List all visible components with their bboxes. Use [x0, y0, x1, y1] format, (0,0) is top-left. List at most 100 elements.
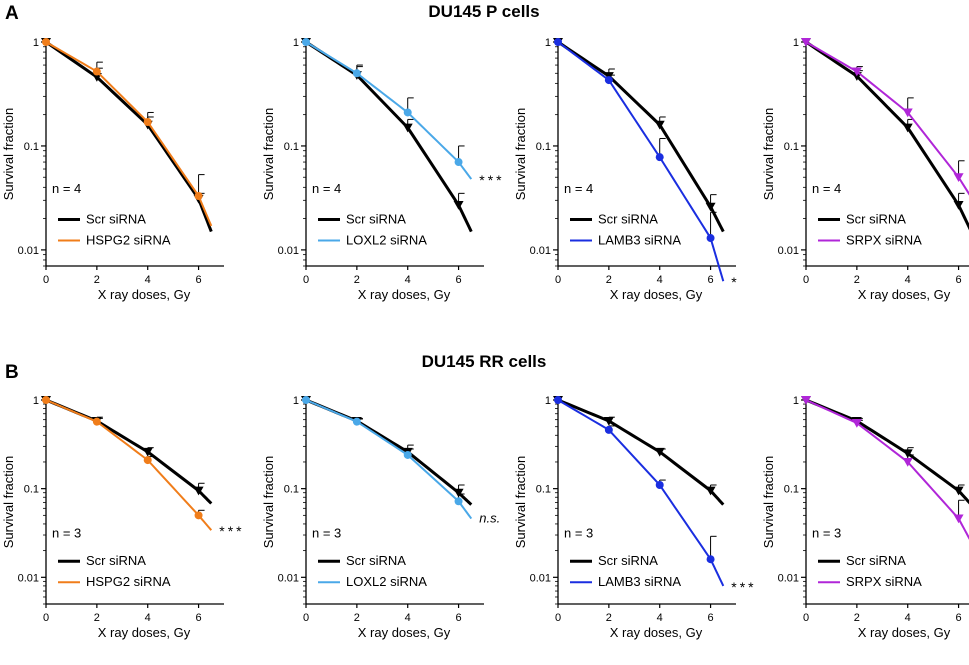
y-tick-label: 0.01: [778, 245, 799, 257]
significance-label: ***: [731, 579, 756, 595]
x-tick-label: 4: [145, 274, 151, 286]
legend-label: Scr siRNA: [346, 553, 406, 568]
x-tick-label: 4: [657, 612, 663, 624]
y-axis-title: Survival fraction: [261, 456, 276, 548]
x-axis-title: X ray doses, Gy: [358, 287, 451, 302]
x-tick-label: 2: [354, 612, 360, 624]
y-tick-label: 0.1: [24, 484, 39, 496]
y-tick-label: 0.1: [24, 141, 39, 153]
data-point: [655, 153, 664, 162]
series-hspg2-sirna: [42, 38, 213, 227]
n-label: n = 3: [312, 526, 341, 541]
x-tick-label: 6: [956, 274, 962, 286]
x-axis-title: X ray doses, Gy: [610, 625, 703, 640]
data-point: [604, 76, 613, 85]
data-point: [554, 38, 562, 46]
data-point: [604, 425, 613, 434]
y-tick-label: 0.1: [284, 141, 299, 153]
series-scr-sirna: [553, 396, 725, 506]
x-axis-title: X ray doses, Gy: [610, 287, 703, 302]
panel-letter: A: [5, 3, 19, 24]
x-tick-label: 0: [555, 612, 561, 624]
series-scr-sirna: [41, 396, 213, 505]
data-point: [554, 396, 562, 404]
data-point: [902, 449, 913, 459]
data-point: [302, 396, 310, 404]
y-tick-label: 0.01: [778, 572, 799, 584]
data-point: [706, 234, 715, 243]
fit-curve: [305, 399, 473, 520]
data-point: [801, 38, 811, 47]
data-point: [142, 447, 153, 457]
series-lamb3-sirna: [554, 38, 725, 282]
n-label: n = 4: [312, 181, 341, 196]
x-tick-label: 4: [145, 612, 151, 624]
chart-a4: 1 0.1 0.01 0 2 4 6 Survival fraction X ray doses…: [761, 37, 969, 302]
data-point: [654, 447, 665, 457]
series-hspg2-sirna: [42, 396, 213, 531]
y-tick-label: 1: [33, 37, 39, 49]
series-scr-sirna: [801, 38, 969, 231]
fit-curve: [557, 40, 725, 233]
x-tick-label: 6: [956, 612, 962, 624]
y-axis-title: Survival fraction: [1, 108, 16, 200]
series-lamb3-sirna: [554, 396, 725, 587]
panel-row-a: A DU145 P cells 1 0.1 0.01 0 2 4 6 Survival fract…: [1, 2, 969, 302]
data-point: [705, 486, 716, 496]
x-tick-label: 2: [94, 612, 100, 624]
data-point: [953, 173, 964, 182]
x-tick-label: 0: [803, 274, 809, 286]
legend-label: Scr siRNA: [598, 211, 658, 226]
x-tick-label: 0: [555, 274, 561, 286]
data-point: [654, 120, 665, 130]
x-tick-label: 2: [94, 274, 100, 286]
legend-label: HSPG2 siRNA: [86, 232, 171, 247]
n-label: n = 3: [52, 526, 81, 541]
legend-label: Scr siRNA: [86, 553, 146, 568]
n-label: n = 4: [52, 181, 81, 196]
x-tick-label: 6: [196, 612, 202, 624]
y-tick-label: 1: [545, 37, 551, 49]
row-title: DU145 RR cells: [422, 352, 547, 371]
x-axis-title: X ray doses, Gy: [98, 287, 191, 302]
x-tick-label: 4: [657, 274, 663, 286]
legend-label: SRPX siRNA: [846, 574, 922, 589]
y-tick-label: 0.1: [784, 484, 799, 496]
x-tick-label: 0: [43, 274, 49, 286]
data-point: [706, 555, 715, 564]
fit-curve: [45, 40, 213, 233]
y-tick-label: 1: [545, 395, 551, 407]
y-tick-label: 1: [793, 37, 799, 49]
data-point: [953, 514, 964, 524]
x-axis-title: X ray doses, Gy: [358, 625, 451, 640]
data-point: [302, 38, 310, 46]
data-point: [454, 158, 463, 167]
data-point: [352, 417, 361, 426]
legend-label: SRPX siRNA: [846, 232, 922, 247]
panel-letter: B: [5, 362, 19, 383]
legend-label: LAMB3 siRNA: [598, 232, 681, 247]
y-tick-label: 1: [293, 37, 299, 49]
n-label: n = 3: [812, 526, 841, 541]
y-tick-label: 0.01: [18, 245, 39, 257]
data-point: [403, 450, 412, 459]
fit-curve: [305, 40, 473, 233]
data-point: [143, 456, 152, 465]
y-axis-title: Survival fraction: [513, 456, 528, 548]
y-axis-title: Survival fraction: [513, 108, 528, 200]
x-axis-title: X ray doses, Gy: [858, 287, 951, 302]
fit-curve: [45, 41, 213, 227]
data-point: [92, 67, 101, 76]
x-tick-label: 4: [405, 612, 411, 624]
data-point: [705, 202, 716, 212]
data-point: [402, 123, 413, 133]
significance-label: n.s.: [479, 511, 500, 526]
x-tick-label: 6: [708, 274, 714, 286]
data-point: [902, 108, 913, 118]
fit-curve: [805, 40, 969, 231]
y-tick-label: 1: [33, 395, 39, 407]
data-point: [92, 417, 101, 426]
chart-b2: 1 0.1 0.01 0 2 4 6 Survival fraction X ray doses…: [261, 395, 500, 640]
series-srpx-sirna: [801, 396, 969, 540]
chart-b4: 1 0.1 0.01 0 2 4 6 Survival fraction X ray doses…: [761, 395, 969, 640]
